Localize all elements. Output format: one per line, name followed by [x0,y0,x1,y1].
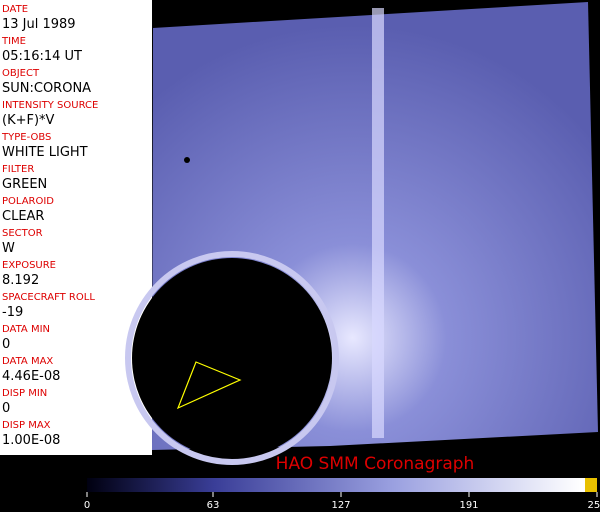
colorbar-end [585,478,597,492]
colorbar-tick-label: 63 [207,500,220,511]
field-value: SUN:CORONA [2,81,91,96]
field-label: FILTER [2,164,34,175]
field-value: 0 [2,401,10,416]
field-value: 1.00E-08 [2,433,60,448]
field-label: POLAROID [2,196,54,207]
field-label: DISP MIN [2,388,47,399]
colorbar-tick-label: 127 [331,500,350,511]
field-value: WHITE LIGHT [2,145,88,160]
colorbar [87,478,597,492]
field-value: 05:16:14 UT [2,49,82,64]
field-label: DATA MIN [2,324,50,335]
title: HAO SMM Coronagraph [276,454,475,474]
annotation-triangle [176,361,242,410]
field-label: TIME [1,36,26,47]
field-value: 8.192 [2,273,39,288]
field-value: W [2,241,15,256]
streamer [372,8,384,438]
image [125,2,598,465]
colorbar-tick-label: 255 [587,500,600,511]
info-fields: DATE 13 Jul 1989 TIME 05:16:14 UT OBJECT SUN:… [1,4,98,448]
field-label: DISP MAX [2,420,51,431]
field-label: DATE [2,4,28,15]
spot [184,157,190,163]
field-value: GREEN [2,177,47,192]
field-value: -19 [2,305,23,320]
colorbar-axis: 0 63 127 191 255 [84,492,600,511]
field-value: 4.46E-08 [2,369,60,384]
field-label: SPACECRAFT ROLL [2,292,95,303]
field-value: 13 Jul 1989 [2,17,76,32]
occulter-rim [125,251,339,465]
occulter [132,258,332,458]
field-label: DATA MAX [2,356,53,367]
colorbar-tick-label: 191 [459,500,478,511]
colorbar-tick-label: 0 [84,500,90,511]
field-label: SECTOR [2,228,43,239]
field-value: CLEAR [2,209,44,224]
field-value: (K+F)*V [2,113,55,128]
field-label: EXPOSURE [2,260,56,271]
info-panel [0,0,152,455]
field-value: 0 [2,337,10,352]
field-label: TYPE-OBS [1,132,51,143]
field-label: OBJECT [2,68,40,79]
field-label: INTENSITY SOURCE [2,100,98,111]
